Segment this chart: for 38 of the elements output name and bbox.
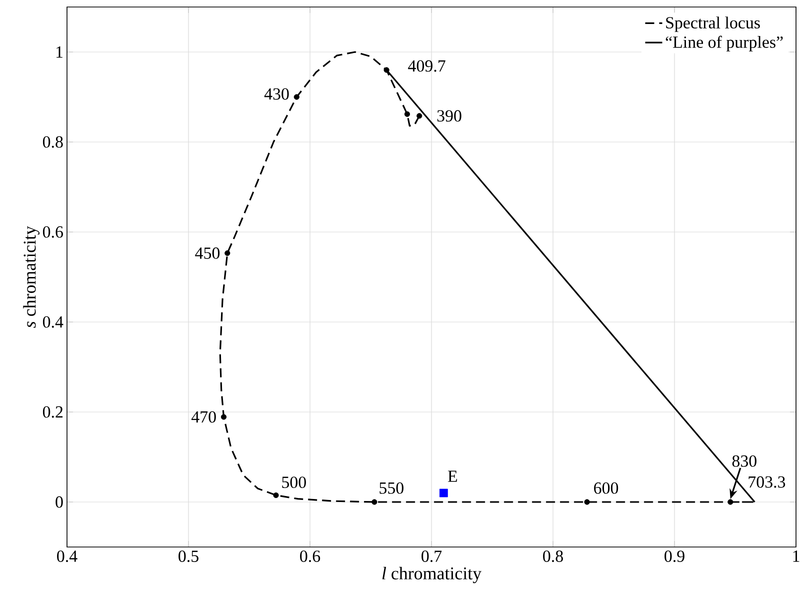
- x-tick-label: 0.5: [178, 550, 198, 562]
- point: [416, 113, 422, 119]
- point: [273, 492, 279, 498]
- y-tick-label: 0.2: [42, 406, 63, 418]
- point: [384, 67, 390, 73]
- x-tick-label: 0.7: [422, 550, 442, 562]
- y-tick-label: 0.8: [42, 136, 63, 148]
- legend-label: “Line of purples”: [666, 36, 783, 52]
- annotation: 550: [380, 482, 404, 494]
- annotation: 830: [732, 455, 756, 467]
- point: [584, 499, 590, 505]
- point: [294, 94, 300, 100]
- y-axis-title: s chromaticity: [23, 226, 40, 328]
- point: [728, 499, 734, 505]
- point: [439, 488, 448, 498]
- x-axis-title: l chromaticity: [382, 566, 482, 584]
- y-tick-label: 0: [56, 496, 63, 508]
- x-tick-label: 0.6: [300, 550, 320, 562]
- series-label: E: [448, 470, 457, 482]
- annotation: 470: [191, 411, 216, 423]
- y-tick-label: 0.4: [42, 316, 64, 328]
- x-tick-label: 0.9: [664, 550, 684, 562]
- x-tick-label: 1: [793, 550, 800, 562]
- y-tick-label: 1: [56, 46, 62, 58]
- y-tick-label: 0.6: [42, 226, 63, 238]
- point: [372, 499, 378, 505]
- annotation: 600: [594, 482, 618, 494]
- annotation: 703.3: [748, 476, 786, 488]
- point: [224, 250, 230, 256]
- point: [220, 414, 227, 420]
- point: [404, 111, 410, 117]
- x-tick-label: 0.8: [543, 550, 563, 562]
- annotation: 409.7: [408, 60, 446, 72]
- annotation: 430: [264, 88, 289, 100]
- legend-label: Spectral locus: [666, 16, 760, 32]
- annotation: 450: [195, 247, 220, 259]
- annotation: 390: [437, 110, 462, 122]
- annotation: 500: [282, 476, 306, 488]
